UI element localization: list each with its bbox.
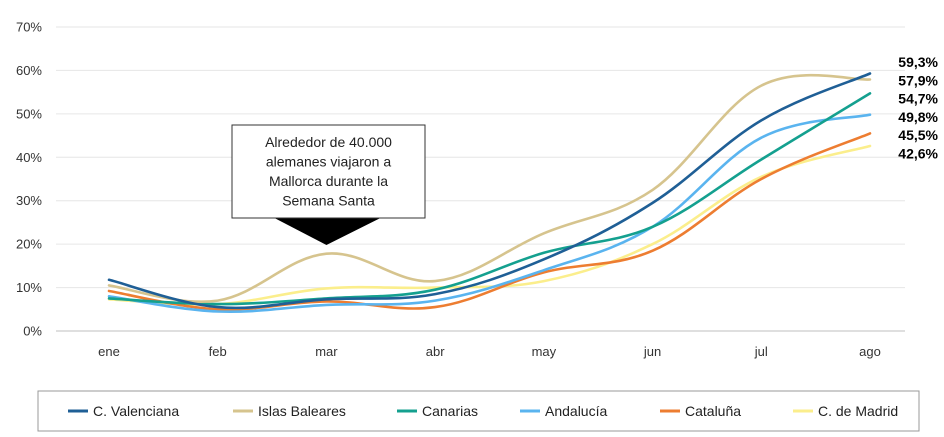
annotation-callout: Alrededor de 40.000 alemanes viajaron a Ma…: [231, 124, 426, 245]
y-tick-label: 40%: [16, 150, 42, 165]
gridlines: [56, 26, 905, 332]
x-tick-label: may: [532, 344, 557, 359]
callout-text-line: Mallorca durante la: [269, 173, 388, 189]
series-line-andaluc-a: [107, 113, 872, 314]
y-tick-label: 70%: [16, 20, 42, 35]
series-lines: [107, 72, 872, 314]
callout-box: [231, 124, 426, 219]
legend-label: Cataluña: [685, 403, 741, 419]
y-tick-label: 60%: [16, 63, 42, 78]
y-tick-label: 30%: [16, 193, 42, 208]
end-value-label: 49,8%: [898, 109, 938, 125]
callout-text-line: alemanes viajaron a: [266, 154, 392, 170]
legend-label: Andalucía: [545, 403, 607, 419]
legend-label: Islas Baleares: [258, 403, 346, 419]
legend-box: [37, 390, 920, 432]
x-tick-label: jul: [754, 344, 768, 359]
legend-label: Canarias: [422, 403, 478, 419]
x-axis-ticks: ene feb mar abr may jun jul ago: [98, 344, 881, 359]
x-tick-label: jun: [643, 344, 661, 359]
y-axis-ticks: 0% 10% 20% 30% 40% 50% 60% 70%: [16, 20, 42, 339]
end-value-label: 57,9%: [898, 72, 938, 88]
series-line-c-valenciana: [107, 72, 872, 310]
series-line-islas-baleares: [107, 73, 872, 303]
y-tick-label: 20%: [16, 237, 42, 252]
x-tick-label: mar: [315, 344, 338, 359]
end-value-label: 54,7%: [898, 91, 938, 107]
legend-label: C. de Madrid: [818, 403, 898, 419]
x-tick-label: ago: [859, 344, 881, 359]
callout-text-line: Semana Santa: [282, 193, 375, 209]
x-tick-label: abr: [426, 344, 445, 359]
end-value-label: 42,6%: [898, 146, 938, 162]
y-tick-label: 50%: [16, 106, 42, 121]
x-tick-label: feb: [209, 344, 227, 359]
end-value-label: 45,5%: [898, 127, 938, 143]
end-value-label: 59,3%: [898, 54, 938, 70]
callout-pointer: [274, 218, 381, 245]
y-tick-label: 10%: [16, 280, 42, 295]
legend-label: C. Valenciana: [93, 403, 179, 419]
legend: C. Valenciana Islas Baleares Canarias Andal…: [37, 390, 920, 432]
x-tick-label: ene: [98, 344, 120, 359]
callout-text-line: Alrededor de 40.000: [265, 134, 392, 150]
series-line-canarias: [107, 92, 872, 306]
end-labels: 59,3% 57,9% 54,7% 49,8% 45,5% 42,6%: [898, 54, 938, 162]
series-line-catalu-a: [107, 132, 872, 311]
y-tick-label: 0%: [23, 324, 42, 339]
